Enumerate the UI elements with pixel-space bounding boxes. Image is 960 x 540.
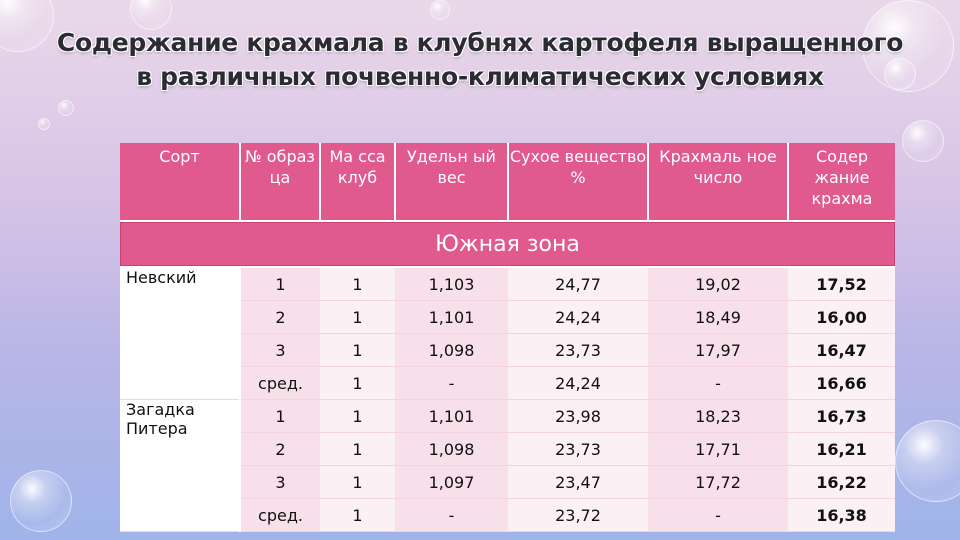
table-cell: 2 (240, 432, 320, 466)
title-line-2: в различных почвенно-климатических услов… (136, 62, 824, 91)
header-specific-gravity: Удельн ый вес (395, 143, 509, 221)
table-cell: сред. (240, 366, 320, 400)
table-cell: 16,66 (788, 366, 895, 400)
table-cell: 18,23 (648, 399, 788, 433)
table-cell: 16,22 (788, 465, 895, 499)
table-cell: - (395, 498, 508, 532)
table-row: Невский 1 1 1,103 24,77 19,02 17,52 (120, 267, 895, 400)
table-row: Загадка Питера 1 1 1,101 23,98 18,23 16,… (120, 399, 895, 532)
table-cell: 16,38 (788, 498, 895, 532)
starch-table: Сорт № образ ца Ма сса клуб Удельн ый ве… (120, 143, 900, 532)
table-cell: 1 (320, 432, 395, 466)
header-sample-number: № образ ца (240, 143, 321, 221)
table-cell: 1 (320, 399, 395, 433)
zone-row: Южная зона (120, 220, 895, 268)
table-row: 2 1 1,101 24,24 18,49 16,00 (120, 300, 895, 334)
table-cell: 23,47 (508, 465, 648, 499)
bubble-decoration (38, 118, 50, 130)
table-cell: 17,52 (788, 267, 895, 301)
table-cell: 18,49 (648, 300, 788, 334)
sort-nevsky: Невский (120, 267, 241, 400)
table-cell: 3 (240, 465, 320, 499)
table-cell: 1,101 (395, 300, 508, 334)
table-cell: 24,24 (508, 366, 648, 400)
table-cell: 16,21 (788, 432, 895, 466)
table-cell: 1,098 (395, 432, 508, 466)
table-cell: 1 (240, 399, 320, 433)
table-cell: 1 (320, 498, 395, 532)
table-row: сред. 1 - 24,24 - 16,66 (120, 366, 895, 400)
page-title: Содержание крахмала в клубнях картофеля … (0, 26, 960, 94)
table-cell: 1 (240, 267, 320, 301)
bubble-decoration (10, 470, 72, 532)
table-cell: 16,47 (788, 333, 895, 367)
table-cell: 24,77 (508, 267, 648, 301)
header-tuber-mass: Ма сса клуб (320, 143, 396, 221)
table-cell: 1,101 (395, 399, 508, 433)
table-row: сред. 1 - 23,72 - 16,38 (120, 498, 895, 532)
table-cell: 1 (320, 366, 395, 400)
table-cell: - (648, 498, 788, 532)
table-cell: - (395, 366, 508, 400)
zone-label: Южная зона (120, 220, 895, 268)
bubble-decoration (895, 420, 960, 502)
table-row: 3 1 1,098 23,73 17,97 16,47 (120, 333, 895, 367)
table-row: 3 1 1,097 23,47 17,72 16,22 (120, 465, 895, 499)
table-row: 2 1 1,098 23,73 17,71 16,21 (120, 432, 895, 466)
bubble-decoration (58, 100, 74, 116)
table-cell: 17,97 (648, 333, 788, 367)
header-starch-content: Содер жание крахма (788, 143, 895, 221)
sort-zagadka-pitera: Загадка Питера (120, 399, 241, 532)
table-cell: 17,71 (648, 432, 788, 466)
table-cell: 1,103 (395, 267, 508, 301)
table-cell: 23,73 (508, 432, 648, 466)
table-cell: - (648, 366, 788, 400)
table-cell: 1 (320, 267, 395, 301)
table-cell: 1,098 (395, 333, 508, 367)
bubble-decoration (430, 0, 450, 20)
table-cell: 1 (320, 300, 395, 334)
header-starch-number: Крахмаль ное число (648, 143, 789, 221)
table-cell: 3 (240, 333, 320, 367)
header-sort: Сорт (120, 143, 241, 221)
bubble-decoration (884, 58, 916, 90)
table-cell: 1 (320, 465, 395, 499)
table-cell: 19,02 (648, 267, 788, 301)
table-cell: 16,73 (788, 399, 895, 433)
title-line-1: Содержание крахмала в клубнях картофеля … (56, 28, 904, 57)
table-cell: сред. (240, 498, 320, 532)
table-cell: 17,72 (648, 465, 788, 499)
table-cell: 24,24 (508, 300, 648, 334)
bubble-decoration (902, 120, 944, 162)
table-header-row: Сорт № образ ца Ма сса клуб Удельн ый ве… (120, 143, 895, 221)
table-cell: 23,72 (508, 498, 648, 532)
table-cell: 23,98 (508, 399, 648, 433)
table-cell: 23,73 (508, 333, 648, 367)
table-cell: 1 (320, 333, 395, 367)
table-cell: 1,097 (395, 465, 508, 499)
table-cell: 16,00 (788, 300, 895, 334)
header-dry-matter: Сухое вещество % (508, 143, 649, 221)
table-cell: 2 (240, 300, 320, 334)
